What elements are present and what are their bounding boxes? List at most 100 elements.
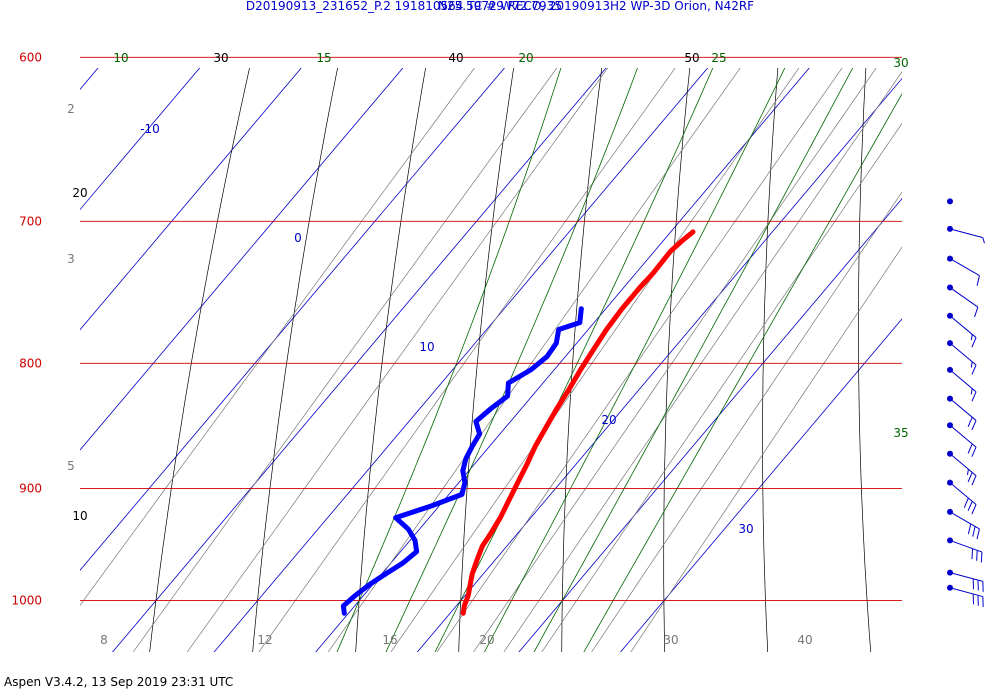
wind-barb-feather <box>971 475 977 486</box>
mixing-ratio-line <box>436 68 843 652</box>
wind-barb-feather <box>970 361 973 368</box>
wind-barb-feather <box>967 472 973 483</box>
mixing-ratio-label: 5 <box>67 459 75 473</box>
mixing-ratio-label: 16 <box>382 633 397 647</box>
mixing-ratio-label: 40 <box>797 633 812 647</box>
line-labels: 600 700 800 900 1000 -10 0 10 20 30 10 20 30 40 50 10 15… <box>11 50 908 647</box>
mixing-ratio-line <box>591 191 902 652</box>
mixing-ratio-line <box>630 246 902 652</box>
mixing-ratio-line <box>390 68 800 652</box>
wind-barb-staff <box>949 398 977 421</box>
isotherm-line <box>315 68 810 652</box>
wind-barb-feather <box>967 501 973 512</box>
moist-adiabat-line <box>385 68 638 652</box>
wind-barb-staff <box>949 539 983 553</box>
wind-barb-staff <box>949 228 983 239</box>
wind-barb-feather <box>971 504 977 515</box>
wind-barb-feather <box>971 364 977 375</box>
wind-barb-feather <box>980 552 983 563</box>
dry-adiabat-label: 20 <box>72 186 87 200</box>
chart-title-line-1: D20190913_231652_P.2 191810564 TC #9 REC… <box>245 0 755 13</box>
dewpoint-profile-line <box>340 306 584 616</box>
mixing-ratio-label: 8 <box>100 633 108 647</box>
dry-adiabat-line <box>858 68 872 652</box>
mixing-ratio-label: 3 <box>67 252 75 266</box>
wind-barb-feather <box>970 334 973 341</box>
moist-adiabat-label: 30 <box>893 56 908 70</box>
dry-adiabat-line <box>355 68 426 652</box>
wind-barb-feather <box>982 237 985 244</box>
wind-barb-dot <box>947 198 953 205</box>
wind-barb-staff <box>949 587 983 598</box>
pressure-tick-label: 700 <box>19 214 42 228</box>
moist-adiabat-label: 20 <box>518 51 533 65</box>
mixing-ratio-label: 12 <box>257 633 272 647</box>
wind-barb-feather <box>971 337 977 348</box>
isotherm-line <box>80 68 201 211</box>
wind-barb-staff <box>949 511 980 530</box>
wind-barb-feather <box>963 497 969 508</box>
wind-barb-staff <box>949 424 977 448</box>
dry-adiabat-label: 10 <box>72 509 87 523</box>
isotherm-label: 30 <box>738 522 753 536</box>
pressure-tick-label: 900 <box>19 482 42 496</box>
dry-adiabat-line <box>762 68 779 652</box>
wind-barb-staff <box>949 315 977 338</box>
pressure-tick-label: 1000 <box>11 594 42 608</box>
dry-adiabat-line <box>663 68 691 652</box>
footer-version-timestamp: Aspen V3.4.2, 13 Sep 2019 23:31 UTC <box>4 675 234 689</box>
wind-barb-feather <box>971 446 977 457</box>
wind-barb-feather <box>967 523 972 535</box>
mixing-ratio-label: 30 <box>663 633 678 647</box>
dry-adiabat-line <box>252 68 338 652</box>
wind-barb-staff <box>949 453 977 476</box>
wind-barb-feather <box>970 388 973 395</box>
chart-title-line-2: N25.5972 W72.7935 <box>438 0 562 13</box>
moist-adiabat-label: 10 <box>113 51 128 65</box>
wind-barb-staff <box>949 258 980 277</box>
wind-barb-feather <box>976 528 980 540</box>
mixing-ratio-line <box>541 122 902 652</box>
wind-barb-staff <box>949 482 977 505</box>
moist-adiabat-line <box>583 93 902 652</box>
wind-barb-feather <box>966 469 969 475</box>
temperature-profile-line <box>460 229 696 616</box>
moist-adiabat-line <box>484 68 786 652</box>
wind-barb-feather <box>974 306 979 318</box>
isotherm-line <box>518 198 902 652</box>
isotherm-line <box>416 77 902 652</box>
isotherm-label: 10 <box>419 340 434 354</box>
mixing-ratio-line <box>327 68 741 652</box>
wind-barb-staff <box>949 572 983 582</box>
dry-adiabat-label: 40 <box>448 51 463 65</box>
dry-adiabat-label: 50 <box>684 51 699 65</box>
dry-adiabat-line <box>149 68 250 652</box>
moist-adiabat-label: 25 <box>711 51 726 65</box>
wind-barb-staff <box>949 342 977 366</box>
mixing-ratio-line <box>258 68 676 652</box>
wind-barb-feather <box>976 550 978 561</box>
moist-adiabat-line <box>336 68 562 652</box>
wind-barb-feather <box>972 526 976 537</box>
mixing-ratio-line <box>132 68 558 652</box>
wind-barb-feather <box>967 417 973 428</box>
isotherm-line <box>620 318 902 652</box>
moist-adiabat-label: 35 <box>893 426 908 440</box>
mixing-ratio-label: 20 <box>479 633 494 647</box>
isotherm-label: 20 <box>601 413 616 427</box>
wind-barb-feather <box>971 391 977 402</box>
wind-barbs <box>947 198 985 608</box>
isobars <box>80 56 902 602</box>
moist-adiabat-label: 15 <box>316 51 331 65</box>
isotherm-line <box>213 68 709 652</box>
wind-barb-staff <box>949 287 979 308</box>
wind-barb-feather <box>976 275 980 286</box>
wind-barb-staff <box>949 369 977 393</box>
pressure-tick-label: 800 <box>19 356 42 370</box>
wind-barb-feather <box>967 443 973 454</box>
mixing-ratio-line <box>80 68 475 606</box>
wind-barb-feather <box>971 548 974 560</box>
dry-adiabat-line <box>561 68 603 652</box>
